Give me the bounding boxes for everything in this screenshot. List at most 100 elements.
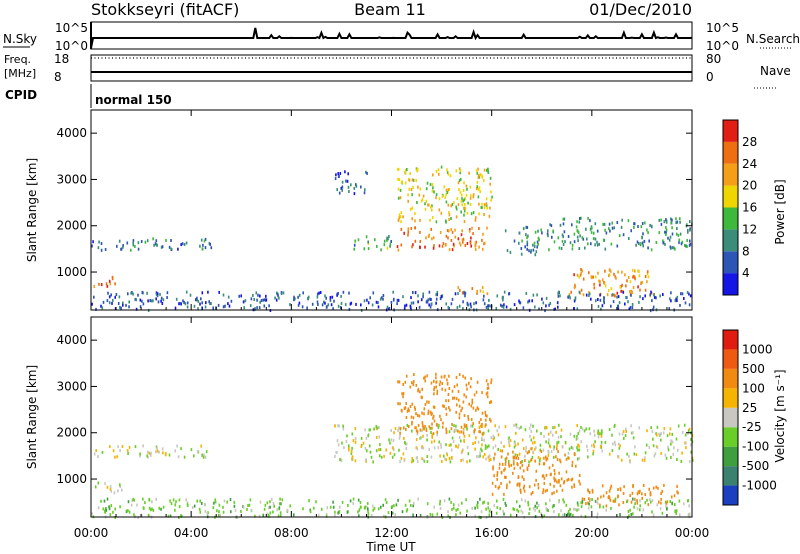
data-cell xyxy=(599,503,601,507)
data-cell xyxy=(397,298,400,302)
data-cell xyxy=(352,439,355,443)
data-cell xyxy=(204,246,207,250)
data-cell xyxy=(478,186,481,190)
data-cell xyxy=(414,239,417,243)
data-cell xyxy=(631,303,634,306)
data-cell xyxy=(421,396,423,400)
data-cell xyxy=(186,503,189,507)
noise-right-label: N.Search xyxy=(746,32,800,46)
data-cell xyxy=(599,280,601,284)
data-cell xyxy=(660,451,662,455)
data-cell xyxy=(218,503,221,507)
data-cell xyxy=(219,513,221,517)
data-cell xyxy=(417,423,420,427)
data-cell xyxy=(436,430,438,434)
data-cell xyxy=(541,474,544,478)
data-cell xyxy=(451,248,454,252)
data-cell xyxy=(526,247,528,251)
data-cell xyxy=(603,301,605,305)
data-cell xyxy=(428,290,431,294)
data-cell xyxy=(660,432,662,435)
data-cell xyxy=(683,423,686,427)
data-cell xyxy=(635,453,638,457)
data-cell xyxy=(670,455,672,459)
data-cell xyxy=(689,239,691,243)
data-cell xyxy=(477,167,479,171)
data-cell xyxy=(576,307,579,311)
colorbar-swatch xyxy=(723,466,738,486)
data-cell xyxy=(492,434,495,438)
data-cell xyxy=(375,449,378,453)
data-cell xyxy=(608,274,610,278)
data-cell xyxy=(493,504,496,508)
data-cell xyxy=(567,510,570,513)
data-cell xyxy=(463,213,465,217)
data-cell xyxy=(610,287,613,291)
data-cell xyxy=(447,399,450,403)
data-cell xyxy=(581,236,584,240)
data-cell xyxy=(534,504,537,508)
data-cell xyxy=(589,498,592,502)
data-cell xyxy=(149,451,151,455)
data-cell xyxy=(186,305,189,309)
data-cell xyxy=(106,284,109,288)
data-cell xyxy=(632,274,635,278)
data-cell xyxy=(618,301,621,305)
data-cell xyxy=(352,501,354,505)
data-cell xyxy=(689,220,691,224)
data-cell xyxy=(639,504,641,508)
colorbar-swatch xyxy=(723,388,738,408)
data-cell xyxy=(518,299,520,303)
data-cell xyxy=(175,297,178,301)
data-cell xyxy=(341,185,344,189)
data-cell xyxy=(637,285,639,289)
data-cell xyxy=(614,443,617,447)
data-cell xyxy=(670,495,673,499)
data-cell xyxy=(324,301,326,305)
data-cell xyxy=(551,505,554,509)
data-cell xyxy=(562,243,565,246)
data-cell xyxy=(331,295,334,299)
data-cell xyxy=(418,193,421,197)
data-cell xyxy=(582,277,585,281)
data-cell xyxy=(130,503,133,507)
data-cell xyxy=(651,299,653,303)
data-cell xyxy=(444,388,447,392)
data-cell xyxy=(150,451,152,455)
data-cell xyxy=(581,497,584,501)
data-cell xyxy=(625,296,627,299)
data-cell xyxy=(543,514,546,518)
data-cell xyxy=(644,221,646,225)
data-cell xyxy=(610,242,613,246)
data-cell xyxy=(463,206,466,210)
data-cell xyxy=(500,455,503,459)
data-cell xyxy=(477,195,480,199)
data-cell xyxy=(592,231,595,235)
data-cell xyxy=(519,482,521,486)
data-cell xyxy=(568,456,570,460)
data-cell xyxy=(449,408,451,412)
data-cell xyxy=(134,445,137,449)
data-cell xyxy=(485,507,487,511)
data-cell xyxy=(337,304,340,308)
data-cell xyxy=(175,500,177,504)
data-cell xyxy=(509,513,512,517)
data-cell xyxy=(423,376,425,380)
data-cell xyxy=(119,505,121,509)
data-cell xyxy=(455,375,458,379)
data-cell xyxy=(214,500,217,504)
data-cell xyxy=(111,301,113,305)
data-cell xyxy=(210,302,212,306)
data-cell xyxy=(669,500,671,503)
x-axis-label: Time UT xyxy=(365,540,416,554)
data-cell xyxy=(487,429,490,433)
data-cell xyxy=(573,507,575,511)
data-cell xyxy=(471,398,474,402)
data-cell xyxy=(139,454,141,458)
data-cell xyxy=(573,232,576,236)
data-cell xyxy=(459,190,462,194)
data-cell xyxy=(259,294,261,298)
data-cell xyxy=(477,176,480,180)
data-cell xyxy=(316,292,319,296)
data-cell xyxy=(675,217,677,221)
